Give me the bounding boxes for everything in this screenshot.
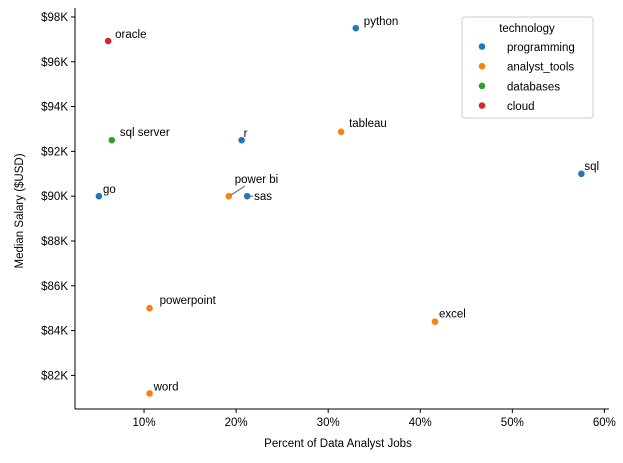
data-point xyxy=(431,317,439,326)
y-tick-label: $82K xyxy=(41,370,68,382)
x-tick-label: 20% xyxy=(225,417,248,429)
point-label: tableau xyxy=(349,118,387,130)
data-point xyxy=(104,37,113,45)
axes: 10% 20% 30% 40% 50% 60% $82K $84K $86K $88K $90K $9… xyxy=(41,8,616,429)
y-tick-label: $90K xyxy=(41,191,68,203)
label-leader-line xyxy=(230,185,246,196)
x-axis-label: Percent of Data Analyst Jobs xyxy=(264,438,412,450)
legend-label: analyst_tools xyxy=(507,62,574,74)
y-tick-label: $92K xyxy=(41,146,68,158)
data-point xyxy=(224,192,233,201)
point-label: go xyxy=(103,184,116,196)
point-label: word xyxy=(153,381,179,393)
y-tick-label: $88K xyxy=(41,236,68,248)
point-labels: sql excel python tableau sas r power bi powerpo… xyxy=(103,16,599,393)
legend-marker xyxy=(478,42,486,51)
point-label: power bi xyxy=(235,174,278,186)
y-tick-label: $86K xyxy=(41,281,68,293)
y-tick-label: $96K xyxy=(41,57,68,69)
data-points xyxy=(95,24,586,398)
legend-title: technology xyxy=(499,23,555,35)
point-label: oracle xyxy=(115,29,146,41)
legend-label: programming xyxy=(507,42,575,54)
data-point xyxy=(145,389,154,398)
x-tick-label: 40% xyxy=(409,417,432,429)
y-tick-label: $84K xyxy=(41,326,68,338)
legend-label: cloud xyxy=(507,101,535,113)
x-tick-label: 50% xyxy=(501,417,524,429)
y-axis-label: Median Salary ($USD) xyxy=(14,153,26,268)
data-point xyxy=(577,169,586,178)
point-label: excel xyxy=(439,309,466,321)
point-label: powerpoint xyxy=(160,295,217,307)
legend: technology programming analyst_toolsdatab… xyxy=(461,16,594,119)
data-point xyxy=(107,136,116,145)
y-tick-label: $98K xyxy=(41,12,68,24)
x-tick-label: 10% xyxy=(133,417,156,429)
point-label: sas xyxy=(254,191,272,203)
legend-marker xyxy=(478,62,486,71)
legend-box xyxy=(461,16,594,119)
point-label: python xyxy=(364,16,399,28)
y-tick-label: $94K xyxy=(41,102,68,114)
data-point xyxy=(351,24,360,33)
legend-marker xyxy=(478,101,486,110)
legend-marker xyxy=(478,82,486,90)
data-point xyxy=(337,127,345,136)
point-label: sql server xyxy=(120,127,170,139)
point-label: sql xyxy=(584,161,599,173)
x-tick-label: 30% xyxy=(317,417,340,429)
point-label: r xyxy=(244,128,248,140)
x-tick-label: 60% xyxy=(593,417,616,429)
data-point xyxy=(145,304,154,313)
data-point xyxy=(237,136,246,145)
legend-label: databases xyxy=(507,81,560,93)
data-point xyxy=(95,192,103,201)
